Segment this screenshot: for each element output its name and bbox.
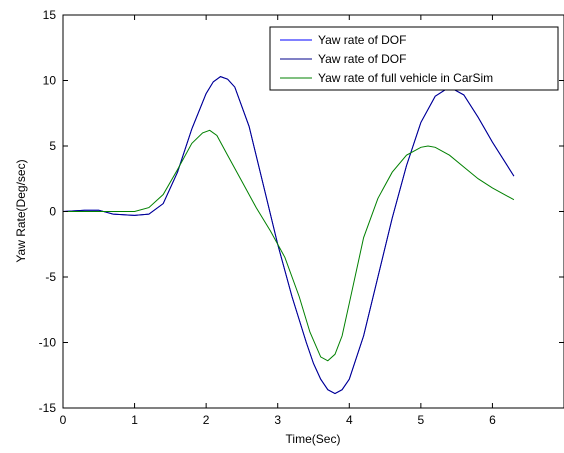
x-tick-label: 4 xyxy=(346,413,353,427)
series-line-3 xyxy=(63,129,515,362)
y-tick-label: 15 xyxy=(43,8,57,22)
legend: Yaw rate of DOF Yaw rate of DOF Yaw rate o… xyxy=(269,26,559,91)
y-tick-label: -10 xyxy=(39,336,57,350)
ticks-layer: 0 1 2 3 4 5 6 -15 -10 -5 0 5 10 15 xyxy=(39,8,564,427)
legend-box xyxy=(269,26,559,91)
y-tick-label: 0 xyxy=(49,205,56,219)
x-tick-label: 5 xyxy=(418,413,425,427)
series-line-2 xyxy=(62,76,515,395)
legend-entry-label: Yaw rate of full vehicle in CarSim xyxy=(318,71,493,85)
x-tick-label: 0 xyxy=(60,413,67,427)
y-tick-label: 5 xyxy=(49,139,56,153)
y-tick-label: -15 xyxy=(39,401,57,415)
x-tick-label: 2 xyxy=(203,413,210,427)
x-axis-label: Time(Sec) xyxy=(286,432,341,446)
legend-entry-label: Yaw rate of DOF xyxy=(318,52,406,66)
y-tick-label: -5 xyxy=(45,270,56,284)
x-tick-label: 3 xyxy=(274,413,281,427)
series-layer xyxy=(62,76,515,395)
y-tick-label: 10 xyxy=(43,74,57,88)
x-tick-label: 6 xyxy=(489,413,496,427)
y-axis-label: Yaw Rate(Deg/sec) xyxy=(14,159,28,262)
x-tick-label: 1 xyxy=(131,413,138,427)
legend-entry-label: Yaw rate of DOF xyxy=(318,33,406,47)
